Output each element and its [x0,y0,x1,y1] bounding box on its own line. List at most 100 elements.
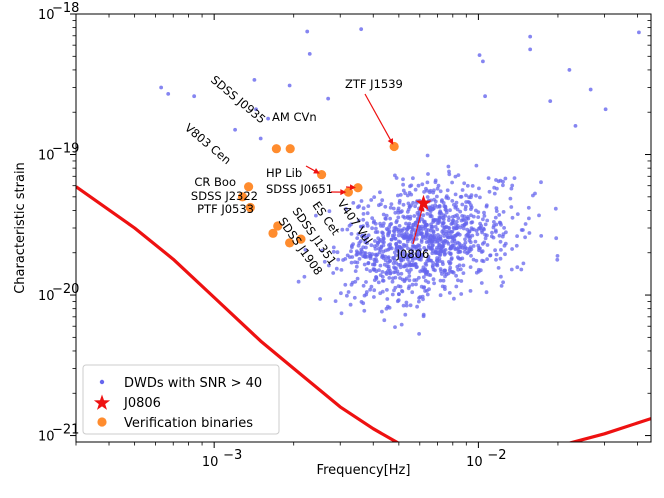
dwd-point [417,332,421,336]
dwd-point [387,305,392,310]
dwd-point [421,285,426,290]
dwd-point [478,246,482,251]
dwd-point [420,217,424,222]
dwd-point [437,204,442,208]
dwd-point [494,206,499,211]
y-tick-exponent: −18 [52,1,79,16]
dwd-point [331,271,336,275]
dwd-point [482,240,487,245]
dwd-point [392,226,397,230]
legend-label: Verification binaries [124,416,253,431]
dwd-point [430,235,435,240]
dwd-point [413,204,417,209]
dwd-point [456,255,460,260]
dwd-point [486,176,491,181]
dwd-point [415,255,420,260]
dwd-point [359,199,364,203]
dwd-point [349,260,354,265]
dwd-point [637,30,641,35]
dwd-point [385,297,390,301]
dwd-point [456,173,461,178]
dwd-point [401,303,406,308]
dwd-point [423,225,428,229]
dwd-point [404,303,409,308]
dwd-point [412,278,417,283]
dwd-point [346,290,351,294]
dwd-point [454,219,459,224]
dwd-point [417,275,421,280]
dwd-point [493,215,498,220]
dwd-point [339,291,343,296]
dwd-point [465,183,470,188]
legend-label: J0806 [123,396,161,411]
dwd-point [394,244,399,249]
verification-binary-point [273,221,283,231]
dwd-point [424,272,428,277]
dwd-point [372,262,377,266]
dwd-point [372,278,377,282]
dwd-point [523,235,527,240]
dwd-point [374,269,379,274]
annotation-label: J0806 [396,247,430,261]
dwd-point [456,267,460,272]
dwd-point [409,233,413,238]
dwd-point [399,258,404,263]
dwd-point [459,292,464,296]
dwd-point [449,234,453,238]
dwd-point [494,222,499,227]
dwd-point [381,236,386,241]
dwd-point [470,184,475,188]
dwd-point [401,202,406,207]
dwd-point [381,221,386,226]
dwd-point [514,243,519,248]
dwd-point [448,208,452,213]
legend: DWDs with SNR > 40 J0806 Verification bina… [82,364,280,435]
dwd-point [462,250,467,254]
dwd-point [341,258,345,262]
dwd-point [349,282,354,287]
dwd-point [515,265,520,270]
dwd-point [448,252,453,257]
dwd-point [406,246,410,251]
dwd-point [417,299,421,304]
dwd-point [396,284,401,288]
dwd-point [388,205,393,210]
dwd-point [461,271,466,275]
dwd-point [357,218,361,223]
dwd-point [447,218,451,223]
dwd-point [435,263,440,268]
dwd-point [446,241,451,246]
verification-binary-point [245,202,255,213]
dwd-point [484,290,489,295]
verification-binary-point [296,234,306,244]
dwd-point [477,186,481,191]
dwd-point [423,261,428,266]
dwd-point [266,116,270,121]
dwd-point [573,123,578,128]
dwd-point [435,259,440,264]
dwd-point [374,226,378,231]
dwd-point [440,223,445,228]
dwd-point [481,226,486,231]
dwd-point [427,233,432,238]
dwd-point [365,254,369,259]
dwd-point [548,99,553,103]
dwd-point [358,250,363,255]
dwd-point [435,186,440,191]
dwd-point [447,215,451,220]
legend-marker-star [93,394,111,410]
dwd-point [394,176,399,180]
dwd-point [443,204,448,209]
verification-binary-point [237,192,248,202]
annotation-label: CR Boo [194,175,236,189]
dwd-point [380,198,385,203]
dwd-point [519,228,524,232]
dwd-point [425,180,430,185]
dwd-point [510,183,515,188]
dwd-point [438,253,442,258]
dwd-point [377,203,381,208]
dwd-point [384,270,388,275]
dwd-point [478,268,483,273]
dwd-point [405,214,410,219]
dwd-point [390,292,395,297]
